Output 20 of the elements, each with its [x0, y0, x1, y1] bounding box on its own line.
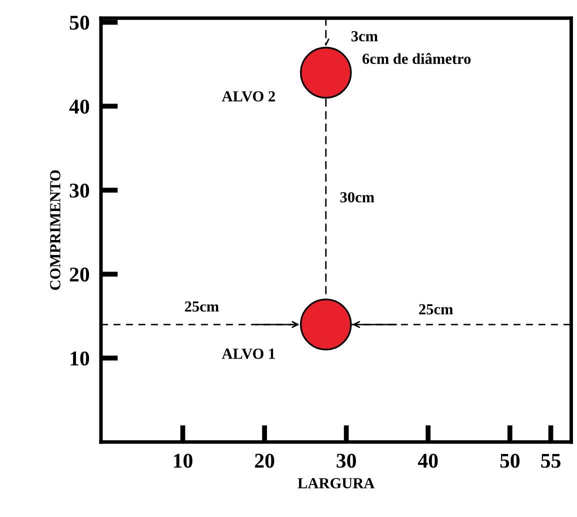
- x-tick-label: 50: [500, 454, 520, 468]
- x-tick-label: 40: [418, 454, 438, 468]
- y-tick-label: 20: [70, 268, 90, 282]
- x-tick-label: 55: [541, 454, 560, 468]
- x-tick-label: 10: [174, 454, 192, 468]
- annotation: ALVO 1: [222, 348, 275, 359]
- x-axis-title: LARGURA: [298, 478, 375, 488]
- y-axis-title: COMPRIMENTO: [50, 170, 60, 290]
- y-tick-label: 50: [70, 16, 90, 30]
- y-tick-label: 40: [69, 100, 90, 114]
- annotation: 3cm: [351, 31, 378, 42]
- x-tick-label: 20: [255, 454, 274, 468]
- x-tick-label: 30: [336, 454, 356, 468]
- annotation: 25cm: [419, 304, 453, 314]
- annotation: 25cm: [184, 301, 219, 312]
- annotation: 6cm de diâmetro: [362, 53, 471, 64]
- y-tick-label: 30: [70, 184, 90, 198]
- annotation: ALVO 2: [222, 91, 275, 102]
- y-tick-label: 10: [70, 351, 90, 366]
- annotation: 30cm: [340, 192, 374, 202]
